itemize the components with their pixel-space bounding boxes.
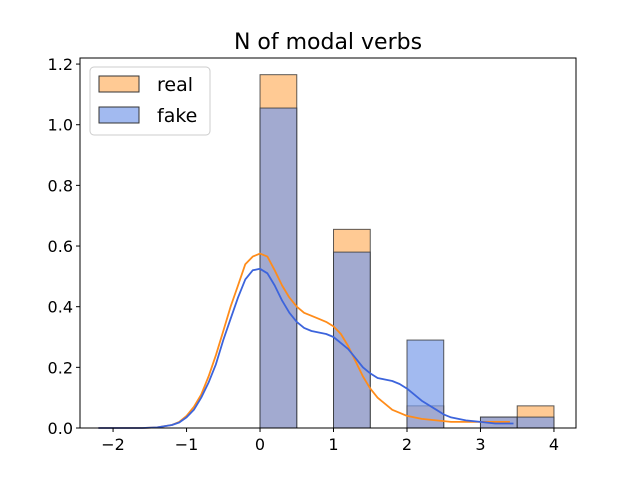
x-tick-label: 1 xyxy=(328,435,338,454)
y-tick-label: 1.2 xyxy=(48,55,73,74)
histogram-bars xyxy=(259,74,555,429)
y-tick-label: 1.0 xyxy=(48,116,73,135)
kde-line-real xyxy=(98,252,510,429)
legend-swatch-real xyxy=(98,75,140,93)
y-tick-label: 0.6 xyxy=(48,237,73,256)
x-tick-label: 2 xyxy=(402,435,412,454)
y-tick-label: 0.4 xyxy=(48,298,73,317)
x-tick-label: −2 xyxy=(101,435,125,454)
y-axis: 0.0 0.2 0.4 0.6 0.8 1.0 1.2 xyxy=(48,55,80,438)
x-tick-label: 0 xyxy=(255,435,265,454)
x-axis: −2 −1 0 1 2 3 4 xyxy=(101,428,559,454)
plot-area-frame xyxy=(79,57,577,429)
bar-fake-2 xyxy=(333,251,371,429)
density-curves xyxy=(98,252,514,429)
x-tick-label: −1 xyxy=(175,435,199,454)
legend-label-real: real xyxy=(157,74,193,96)
legend: real fake xyxy=(89,66,211,136)
kde-line-fake xyxy=(98,267,514,429)
y-tick-label: 0.2 xyxy=(48,358,73,377)
y-tick-label: 0.8 xyxy=(48,176,73,195)
x-tick-label: 3 xyxy=(475,435,485,454)
legend-swatch-fake xyxy=(98,106,140,124)
y-tick-label: 0.0 xyxy=(48,419,73,438)
bar-fake-7 xyxy=(516,416,555,429)
chart-title: N of modal verbs xyxy=(234,30,422,55)
bar-fake-0 xyxy=(259,107,298,429)
legend-label-fake: fake xyxy=(157,105,197,127)
bar-fake-4 xyxy=(406,339,445,429)
x-tick-label: 4 xyxy=(549,435,559,454)
